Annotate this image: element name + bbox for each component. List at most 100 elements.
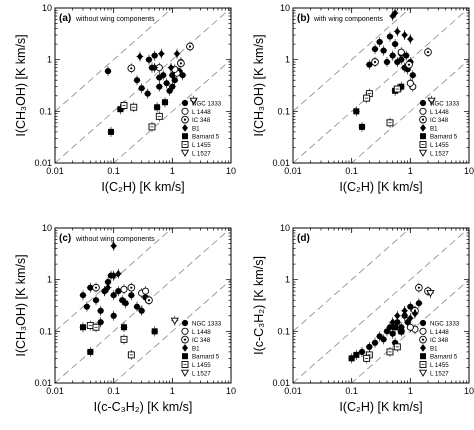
series-b1 [389,8,414,45]
legend-label: L 1448 [430,109,449,116]
legend-marker [420,133,426,140]
legend-marker [419,327,427,335]
x-axis-label: I(C₂H) [K km/s] [339,400,422,414]
y-tick-label: 0.01 [34,378,52,388]
dotted-circle-dot [94,286,98,289]
legend-marker [182,344,188,352]
data-point [97,307,104,314]
panel-label: (a) [59,13,71,24]
y-tick-label: 0.01 [272,158,290,168]
data-point [404,319,411,326]
panel-label: (b) [297,13,310,24]
data-point [366,61,373,68]
data-point [101,287,108,295]
legend-label: B1 [430,125,438,132]
legend-label: B1 [192,345,200,352]
data-point [427,97,436,105]
chart-panel-3: 0.01 0.1 1 10 0.01 0.1 1 10 I(c-C₃H₂) [K km/s] I(… [14,223,236,414]
panel-label: (d) [297,233,310,244]
data-point [127,351,135,359]
x-axis-label: I(c-C₃H₂) [K km/s] [94,400,193,414]
data-point [353,108,360,115]
reference-line [293,8,411,112]
data-point [127,64,136,73]
axis-ticks [292,8,469,164]
plot-frame [292,227,470,384]
legend-marker [420,353,426,360]
legend-label: L 1455 [192,142,211,149]
y-tick-label: 0.1 [277,106,290,116]
legend-label: L 1448 [192,329,211,336]
data-point [407,35,414,43]
x-tick-label: 0.01 [46,386,64,396]
data-point [169,83,176,90]
data-point [170,317,179,325]
legend-marker [419,361,427,368]
legend-marker [181,107,189,115]
series-b1 [389,305,419,328]
series-b1 [136,48,181,73]
data-point [386,33,394,40]
series-ngc-1333 [104,50,187,99]
series-ic-348 [127,41,194,74]
data-point [371,339,379,346]
data-point [136,52,143,61]
data-point [130,103,138,111]
dotted-circle-dot [147,299,151,302]
x-tick-label: 1 [408,166,413,176]
y-tick-label: 10 [42,223,52,233]
data-point [151,52,158,59]
x-axis-label: I(C₂H) [K km/s] [339,180,422,194]
data-point [383,58,391,66]
dotted-circle-dot [421,118,425,121]
data-point [386,119,394,127]
legend-marker [182,353,188,360]
y-tick-label: 1 [47,55,52,65]
data-point [107,128,114,135]
legend-label: IC 348 [192,337,211,344]
data-point [177,59,185,68]
data-point [158,49,165,58]
x-tick-label: 1 [170,386,175,396]
data-point [353,351,360,358]
reference-line [55,228,231,383]
chart-panel-1: 0.01 0.1 1 10 0.01 0.1 1 10 I(C₂H) [K km/s] I(CH₃… [14,3,236,194]
data-point [92,297,100,304]
legend-label: L 1455 [430,142,449,149]
x-tick-label: 0.1 [345,166,358,176]
y-tick-label: 1 [285,275,290,285]
data-point [115,288,122,295]
panel-note: without wing components [75,16,155,23]
legend-marker [182,124,188,132]
y-axis-label: I(CH₃OH) [K km/s] [14,254,28,356]
data-point [394,311,401,320]
x-tick-label: 0.1 [107,166,120,176]
legend-marker [181,115,189,124]
data-point [424,48,432,56]
data-point [145,56,153,63]
series-b1 [101,240,122,297]
y-tick-label: 1 [285,55,290,65]
x-tick-label: 0.1 [345,386,358,396]
data-point [380,47,387,54]
data-point [186,42,194,51]
data-point [397,48,405,56]
data-point [133,303,141,310]
y-tick-label: 10 [280,3,290,13]
legend-label: L 1527 [430,150,449,157]
dotted-circle-dot [130,286,133,289]
legend-marker [419,319,427,327]
data-point [415,300,423,307]
data-point [148,123,156,131]
axis-ticks [292,228,469,384]
data-point [127,283,136,292]
data-point [117,106,124,113]
legend-marker [182,133,188,140]
data-point [386,348,394,356]
axis-ticks [54,8,231,164]
reference-line [293,8,469,163]
legend-marker [418,369,428,377]
dotted-circle-dot [426,51,430,54]
reference-line [293,228,411,332]
